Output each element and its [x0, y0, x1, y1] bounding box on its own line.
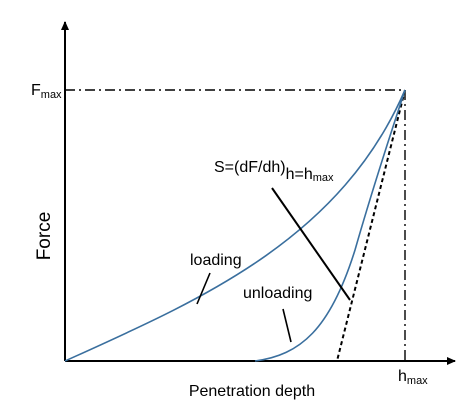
loading-leader — [196, 272, 211, 305]
fmax-label: Fmax — [31, 82, 62, 101]
y-axis-title: Force — [34, 212, 55, 261]
unloading-curve — [254, 89, 406, 362]
loading-label: loading — [190, 252, 242, 269]
x-axis-title: Penetration depth — [189, 383, 315, 400]
loading-curve — [64, 89, 406, 362]
stiffness-leader — [271, 187, 351, 301]
unloading-label: unloading — [243, 285, 312, 302]
unloading-leader — [282, 308, 292, 343]
hmax-label: hmax — [398, 368, 428, 387]
tangent-line — [336, 89, 406, 362]
stiffness-label: S=(dF/dh)h=hmax — [214, 159, 334, 184]
